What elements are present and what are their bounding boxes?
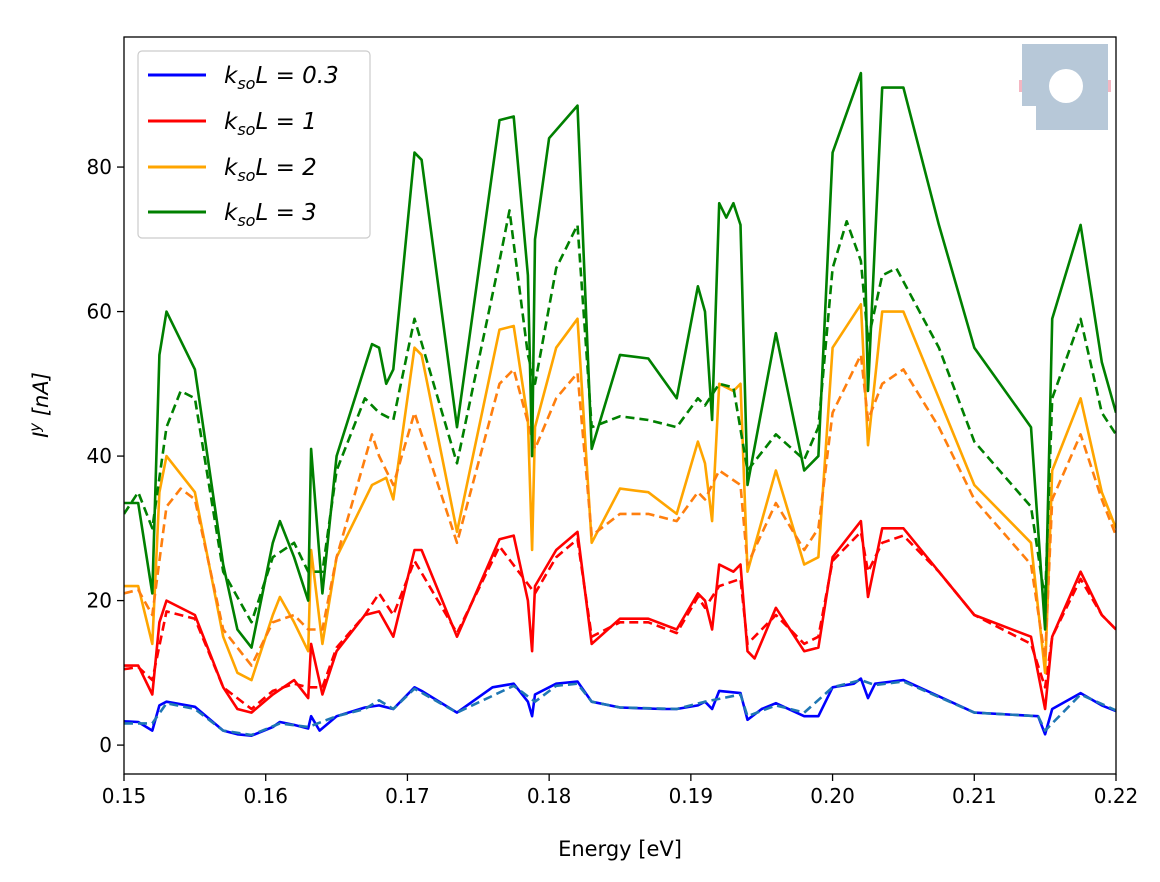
x-tick-label: 0.20: [810, 784, 855, 808]
legend: ksoL = 0.3 ksoL = 1 ksoL = 2 ksoL = 3: [137, 50, 371, 239]
inset-lead-right: [1108, 80, 1111, 92]
legend-label-2: ksoL = 2: [224, 155, 317, 185]
series-line-3: [124, 530, 1116, 711]
x-tick-label: 0.18: [527, 784, 572, 808]
x-tick-label: 0.21: [952, 784, 997, 808]
x-tick-label: 0.16: [243, 784, 288, 808]
y-tick-label: 80: [87, 155, 112, 179]
x-tick-label: 0.19: [669, 784, 714, 808]
inset-lead-left: [1019, 80, 1022, 92]
legend-label-3: ksoL = 3: [224, 200, 317, 230]
y-tick-label: 0: [99, 733, 112, 757]
legend-entry: ksoL = 0.3: [148, 63, 339, 93]
legend-label-0: ksoL = 0.3: [224, 63, 339, 93]
inset-notch: [1022, 106, 1036, 130]
y-tick-label: 60: [87, 300, 112, 324]
y-axis-label-sup: y: [26, 422, 44, 433]
plot-frame: [123, 36, 1117, 775]
inset-device-thumbnail: [1019, 44, 1111, 130]
x-tick-label: 0.17: [385, 784, 430, 808]
legend-entry: ksoL = 1: [148, 109, 317, 139]
series-line-1: [124, 678, 1116, 737]
legend-label-1: ksoL = 1: [224, 109, 317, 139]
series-line-7: [124, 209, 1116, 624]
legend-entry: ksoL = 3: [148, 200, 317, 230]
series-line-4: [124, 303, 1116, 682]
series-line-5: [124, 353, 1116, 667]
x-axis-label: Energy [eV]: [558, 837, 682, 861]
y-tick-label: 20: [87, 589, 112, 613]
x-tick-label: 0.22: [1094, 784, 1139, 808]
series-line-6: [124, 71, 1116, 649]
y-axis-label-unit: [nA]: [29, 372, 53, 423]
series-layer: [124, 71, 1116, 737]
ticks-layer: 0.15 0.16 0.17 0.18 0.19 0.20 0.21 0.22 0 20 40 60 8…: [87, 155, 1139, 808]
y-tick-label: 40: [87, 444, 112, 468]
legend-entry: ksoL = 2: [148, 155, 317, 185]
legend-box: [137, 50, 371, 239]
x-tick-label: 0.15: [102, 784, 147, 808]
inset-hole: [1049, 69, 1083, 103]
